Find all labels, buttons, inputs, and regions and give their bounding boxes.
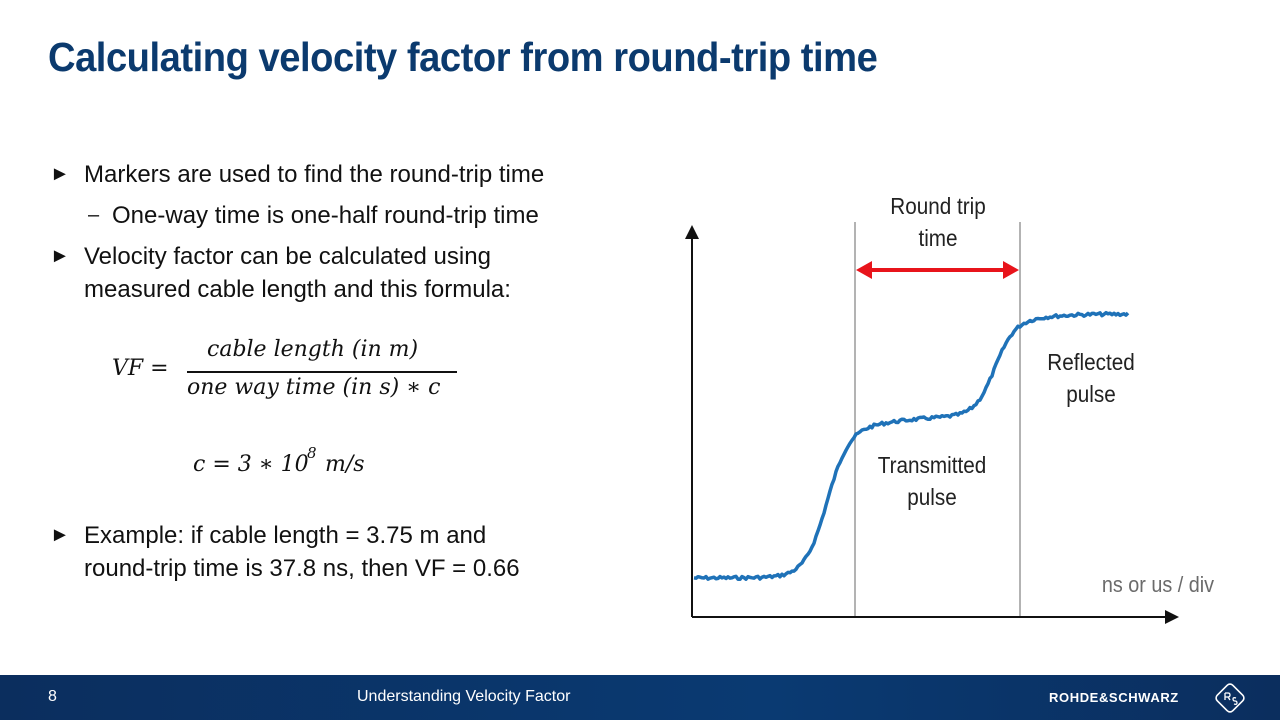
- bullet-marker-icon: ►: [50, 163, 70, 185]
- reflected-pulse-label: Reflected: [1047, 349, 1134, 375]
- tdr-diagram: Round trip time Reflected pulse Transmit…: [685, 193, 1215, 624]
- constant-unit: m/s: [325, 452, 365, 477]
- bullet-text: Velocity factor can be calculated using: [84, 243, 491, 270]
- bullet-text: round-trip time is 37.8 ns, then VF = 0.…: [84, 555, 520, 582]
- dash-marker-icon: –: [88, 204, 100, 226]
- round-trip-arrow: [856, 261, 1019, 279]
- bullet-text: One-way time is one-half round-trip time: [112, 202, 539, 229]
- footer-bar: 8 Understanding Velocity Factor ROHDE&SC…: [0, 675, 1280, 720]
- formula-numerator: cable length (in m): [207, 337, 419, 362]
- page-number: 8: [48, 688, 57, 705]
- transmitted-pulse-label: pulse: [907, 484, 956, 510]
- bullet-marker-icon: ►: [50, 245, 70, 267]
- bullet-text: Example: if cable length = 3.75 m and: [84, 522, 487, 549]
- transmitted-pulse-label: Transmitted: [878, 452, 987, 478]
- round-trip-label: time: [918, 225, 957, 251]
- footer-title: Understanding Velocity Factor: [357, 688, 571, 705]
- bullet-text: measured cable length and this formula:: [84, 276, 511, 303]
- round-trip-label: Round trip: [890, 193, 985, 219]
- constant-exponent: 8: [307, 444, 317, 462]
- bullet-text: Markers are used to find the round-trip …: [84, 161, 545, 188]
- fraction-bar: [187, 371, 457, 373]
- formula-denominator: one way time (in s) ∗ c: [187, 375, 441, 400]
- signal-trace: [693, 310, 1130, 582]
- rohde-schwarz-logo-icon: [1215, 683, 1245, 713]
- reflected-pulse-label: pulse: [1066, 381, 1115, 407]
- axis-scale-label: ns or us / div: [1102, 573, 1215, 597]
- formula-lhs: VF =: [112, 356, 169, 381]
- bullet-marker-icon: ►: [50, 524, 70, 546]
- constant-lhs: c = 3 ∗ 10: [193, 452, 309, 477]
- slide-title: Calculating velocity factor from round-t…: [48, 34, 878, 80]
- brand-name: ROHDE&SCHWARZ: [1049, 690, 1179, 705]
